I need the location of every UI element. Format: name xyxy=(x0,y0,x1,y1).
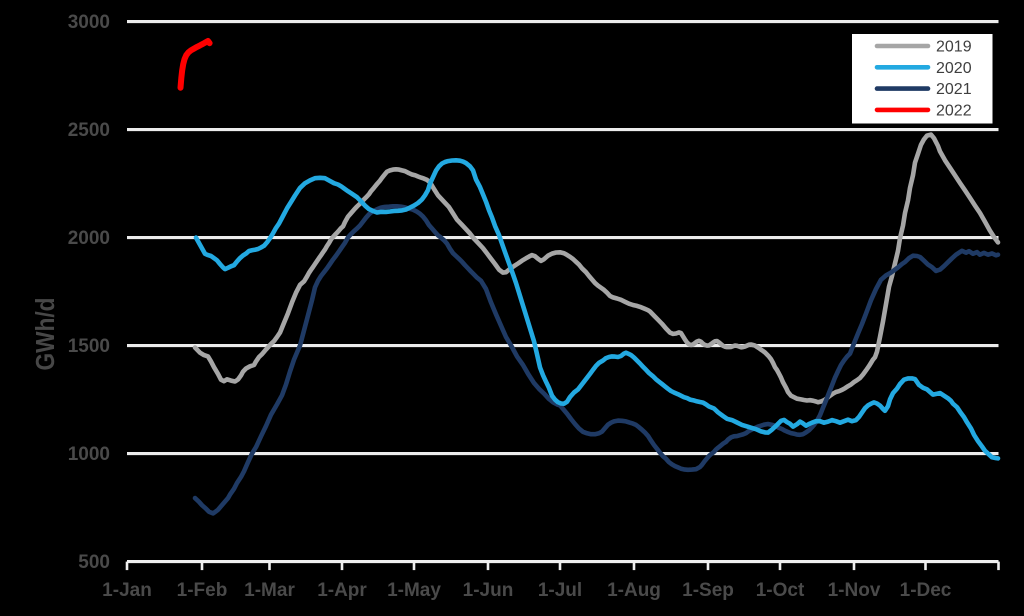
svg-text:1-Aug: 1-Aug xyxy=(607,580,661,601)
svg-text:1000: 1000 xyxy=(68,444,110,465)
svg-text:2000: 2000 xyxy=(68,228,110,249)
svg-text:1-Oct: 1-Oct xyxy=(756,580,805,601)
svg-text:2019: 2019 xyxy=(936,39,972,56)
svg-text:1-Dec: 1-Dec xyxy=(900,580,952,601)
svg-text:2022: 2022 xyxy=(936,102,972,119)
svg-text:1500: 1500 xyxy=(68,336,110,357)
svg-text:GWh/d: GWh/d xyxy=(30,298,60,371)
svg-text:1-Nov: 1-Nov xyxy=(828,580,881,601)
svg-text:2500: 2500 xyxy=(68,120,110,141)
svg-text:1-Sep: 1-Sep xyxy=(682,580,734,601)
svg-text:1-Mar: 1-Mar xyxy=(244,580,295,601)
svg-text:1-Feb: 1-Feb xyxy=(177,580,228,601)
svg-text:1-Apr: 1-Apr xyxy=(317,580,367,601)
svg-text:2021: 2021 xyxy=(936,81,972,98)
svg-text:500: 500 xyxy=(78,552,110,573)
svg-text:1-Jul: 1-Jul xyxy=(538,580,582,601)
svg-text:3000: 3000 xyxy=(68,12,110,33)
svg-text:1-Jun: 1-Jun xyxy=(463,580,514,601)
svg-text:1-May: 1-May xyxy=(387,580,441,601)
svg-text:2020: 2020 xyxy=(936,60,972,77)
svg-text:1-Jan: 1-Jan xyxy=(102,580,152,601)
